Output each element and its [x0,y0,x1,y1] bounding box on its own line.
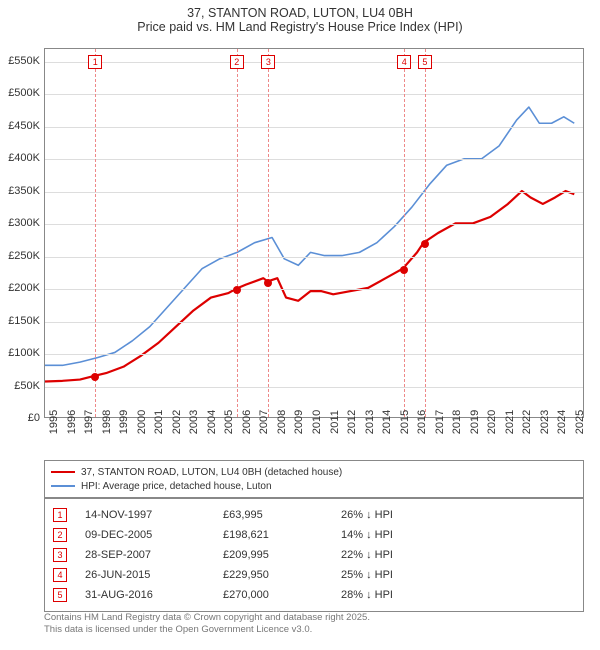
sale-marker-inline: 1 [53,508,67,522]
y-tick-label: £500K [0,87,40,99]
x-tick-label: 2009 [293,410,305,434]
sale-price: £270,000 [223,589,323,601]
x-tick-label: 2023 [539,410,551,434]
title-subtitle: Price paid vs. HM Land Registry's House … [10,20,590,34]
sale-marker-box: 3 [261,55,275,69]
footer-attribution: Contains HM Land Registry data © Crown c… [44,612,370,636]
x-tick-label: 2022 [521,410,533,434]
sale-price: £198,621 [223,529,323,541]
x-tick-label: 2025 [574,410,586,434]
sale-marker-box: 1 [88,55,102,69]
x-tick-label: 2000 [136,410,148,434]
y-tick-label: £150K [0,315,40,327]
x-tick-label: 1999 [118,410,130,434]
x-tick-label: 2008 [276,410,288,434]
x-tick-label: 2002 [171,410,183,434]
x-tick-label: 2021 [504,410,516,434]
sale-dot [91,373,99,381]
y-tick-label: £400K [0,152,40,164]
x-tick-label: 2004 [206,410,218,434]
x-tick-label: 2019 [469,410,481,434]
y-tick-label: £350K [0,185,40,197]
sales-table: 1 14-NOV-1997 £63,995 26% ↓ HPI 2 09-DEC-2005… [44,498,584,612]
sale-marker-inline: 4 [53,568,67,582]
sale-price: £229,950 [223,569,323,581]
legend-label: 37, STANTON ROAD, LUTON, LU4 0BH (detach… [81,467,342,478]
y-tick-label: £100K [0,347,40,359]
table-row: 2 09-DEC-2005 £198,621 14% ↓ HPI [53,525,575,545]
x-tick-label: 1995 [48,410,60,434]
x-tick-label: 2020 [486,410,498,434]
sale-marker-box: 4 [397,55,411,69]
sale-date: 09-DEC-2005 [85,529,205,541]
chart-container: 37, STANTON ROAD, LUTON, LU4 0BH Price p… [0,0,600,650]
sale-dot [233,286,241,294]
y-tick-label: £550K [0,55,40,67]
x-tick-label: 2016 [416,410,428,434]
sale-pct-vs-hpi: 28% ↓ HPI [341,589,461,601]
sale-pct-vs-hpi: 22% ↓ HPI [341,549,461,561]
sale-date: 31-AUG-2016 [85,589,205,601]
table-row: 1 14-NOV-1997 £63,995 26% ↓ HPI [53,505,575,525]
table-row: 4 26-JUN-2015 £229,950 25% ↓ HPI [53,565,575,585]
sale-marker-inline: 5 [53,588,67,602]
x-tick-label: 2015 [399,410,411,434]
sale-dot [400,266,408,274]
y-tick-label: £250K [0,250,40,262]
x-tick-label: 2006 [241,410,253,434]
x-tick-label: 2018 [451,410,463,434]
sale-pct-vs-hpi: 25% ↓ HPI [341,569,461,581]
x-tick-label: 2024 [556,410,568,434]
sale-marker-inline: 2 [53,528,67,542]
sale-marker-box: 5 [418,55,432,69]
table-row: 3 28-SEP-2007 £209,995 22% ↓ HPI [53,545,575,565]
sale-dot [421,240,429,248]
x-tick-label: 2013 [364,410,376,434]
y-tick-label: £450K [0,120,40,132]
x-tick-label: 1998 [101,410,113,434]
x-tick-label: 1996 [66,410,78,434]
x-tick-label: 2012 [346,410,358,434]
legend-swatch [51,471,75,473]
footer-line1: Contains HM Land Registry data © Crown c… [44,612,370,624]
y-tick-label: £50K [0,380,40,392]
x-tick-label: 2001 [153,410,165,434]
sale-pct-vs-hpi: 14% ↓ HPI [341,529,461,541]
sale-date: 14-NOV-1997 [85,509,205,521]
sale-price: £63,995 [223,509,323,521]
sale-marker-inline: 3 [53,548,67,562]
chart-title: 37, STANTON ROAD, LUTON, LU4 0BH Price p… [0,0,600,36]
x-tick-label: 2007 [258,410,270,434]
x-tick-label: 1997 [83,410,95,434]
legend: 37, STANTON ROAD, LUTON, LU4 0BH (detach… [44,460,584,498]
legend-item-price-paid: 37, STANTON ROAD, LUTON, LU4 0BH (detach… [51,465,577,479]
table-row: 5 31-AUG-2016 £270,000 28% ↓ HPI [53,585,575,605]
x-tick-label: 2010 [311,410,323,434]
y-tick-label: £200K [0,282,40,294]
title-address: 37, STANTON ROAD, LUTON, LU4 0BH [10,6,590,20]
y-tick-label: £300K [0,217,40,229]
line-canvas [45,49,583,417]
legend-swatch [51,485,75,487]
footer-line2: This data is licensed under the Open Gov… [44,624,370,636]
y-tick-label: £0 [0,412,40,424]
plot-area: 1 2 3 45 [44,48,584,418]
x-tick-label: 2003 [188,410,200,434]
legend-label: HPI: Average price, detached house, Luto… [81,481,272,492]
x-tick-label: 2017 [434,410,446,434]
legend-item-hpi: HPI: Average price, detached house, Luto… [51,479,577,493]
x-tick-label: 2005 [223,410,235,434]
sale-pct-vs-hpi: 26% ↓ HPI [341,509,461,521]
x-tick-label: 2011 [329,410,341,434]
sale-dot [264,279,272,287]
sale-price: £209,995 [223,549,323,561]
x-tick-label: 2014 [381,410,393,434]
sale-marker-box: 2 [230,55,244,69]
sale-date: 26-JUN-2015 [85,569,205,581]
sale-date: 28-SEP-2007 [85,549,205,561]
